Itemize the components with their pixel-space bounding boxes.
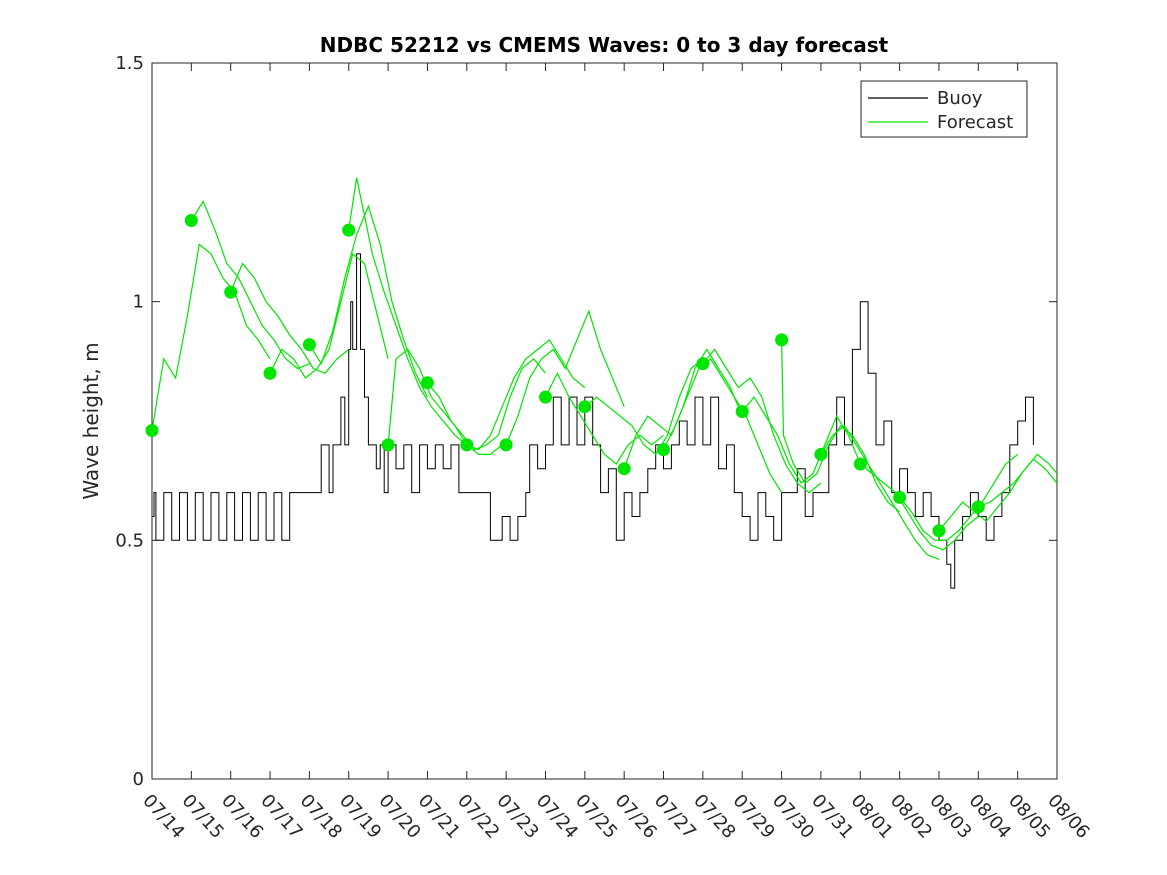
forecast-run-line-7 bbox=[426, 358, 546, 451]
buoy-series bbox=[152, 253, 1034, 589]
forecast-run-line-3 bbox=[269, 252, 389, 379]
forecast-marker bbox=[539, 390, 552, 404]
forecast-run-line-2 bbox=[230, 262, 350, 375]
legend-box bbox=[860, 80, 1028, 138]
y-tick-label: 0.5 bbox=[115, 530, 144, 551]
forecast-marker bbox=[460, 438, 474, 452]
forecast-marker bbox=[814, 447, 828, 461]
forecast-run-line-0 bbox=[151, 243, 271, 431]
forecast-marker bbox=[302, 338, 316, 352]
y-axis-ticks: 0 0.5 1 1.5 bbox=[115, 53, 1057, 790]
forecast-marker bbox=[893, 490, 907, 504]
forecast-marker bbox=[184, 214, 198, 227]
forecast-run-line-6 bbox=[387, 348, 503, 455]
forecast-marker bbox=[263, 366, 277, 380]
forecast-run-line-15 bbox=[741, 396, 861, 484]
forecast-marker bbox=[853, 457, 867, 471]
forecast-marker bbox=[499, 438, 513, 452]
forecast-marker bbox=[578, 400, 592, 414]
forecast-run-line-8 bbox=[466, 339, 586, 451]
forecast-run-line-10 bbox=[544, 371, 664, 465]
forecast-run-line-19 bbox=[899, 453, 1019, 541]
forecast-run-line-5 bbox=[348, 177, 468, 446]
forecast-marker bbox=[696, 357, 710, 371]
legend-buoy-label: Buoy bbox=[937, 88, 983, 109]
y-axis-label: Wave height, m bbox=[79, 342, 103, 499]
plot-area bbox=[151, 62, 1058, 780]
buoy-line bbox=[152, 253, 1034, 589]
y-tick-label: 0 bbox=[133, 769, 144, 790]
forecast-run-line-9 bbox=[505, 309, 625, 446]
forecast-run-line-16 bbox=[781, 339, 900, 513]
forecast-series bbox=[151, 177, 1058, 560]
legend-forecast-label: Forecast bbox=[937, 112, 1013, 133]
forecast-run-line-20 bbox=[938, 458, 1058, 532]
y-tick-label: 1.5 bbox=[115, 53, 144, 74]
forecast-run-line-4 bbox=[308, 204, 428, 398]
forecast-marker bbox=[342, 223, 356, 237]
forecast-marker bbox=[735, 405, 749, 418]
forecast-marker bbox=[657, 443, 670, 457]
forecast-run-line-17 bbox=[820, 424, 940, 560]
forecast-run-line-1 bbox=[190, 200, 310, 370]
forecast-marker bbox=[971, 500, 985, 514]
forecast-markers bbox=[145, 214, 985, 538]
forecast-run-line-13 bbox=[662, 358, 783, 493]
forecast-marker bbox=[145, 424, 159, 437]
legend: Buoy Forecast bbox=[860, 80, 1028, 138]
forecast-marker bbox=[381, 438, 395, 452]
forecast-run-line-11 bbox=[584, 358, 704, 456]
forecast-run-line-14 bbox=[702, 348, 822, 494]
forecast-marker bbox=[617, 462, 631, 476]
y-tick-label: 1 bbox=[133, 292, 144, 313]
chart-title: NDBC 52212 vs CMEMS Waves: 0 to 3 day fo… bbox=[320, 33, 889, 57]
forecast-run-line-18 bbox=[859, 463, 979, 551]
forecast-marker bbox=[224, 285, 238, 299]
forecast-marker bbox=[420, 376, 434, 390]
forecast-run-line-21 bbox=[978, 453, 1058, 508]
forecast-marker bbox=[932, 524, 946, 538]
forecast-marker bbox=[775, 333, 789, 347]
